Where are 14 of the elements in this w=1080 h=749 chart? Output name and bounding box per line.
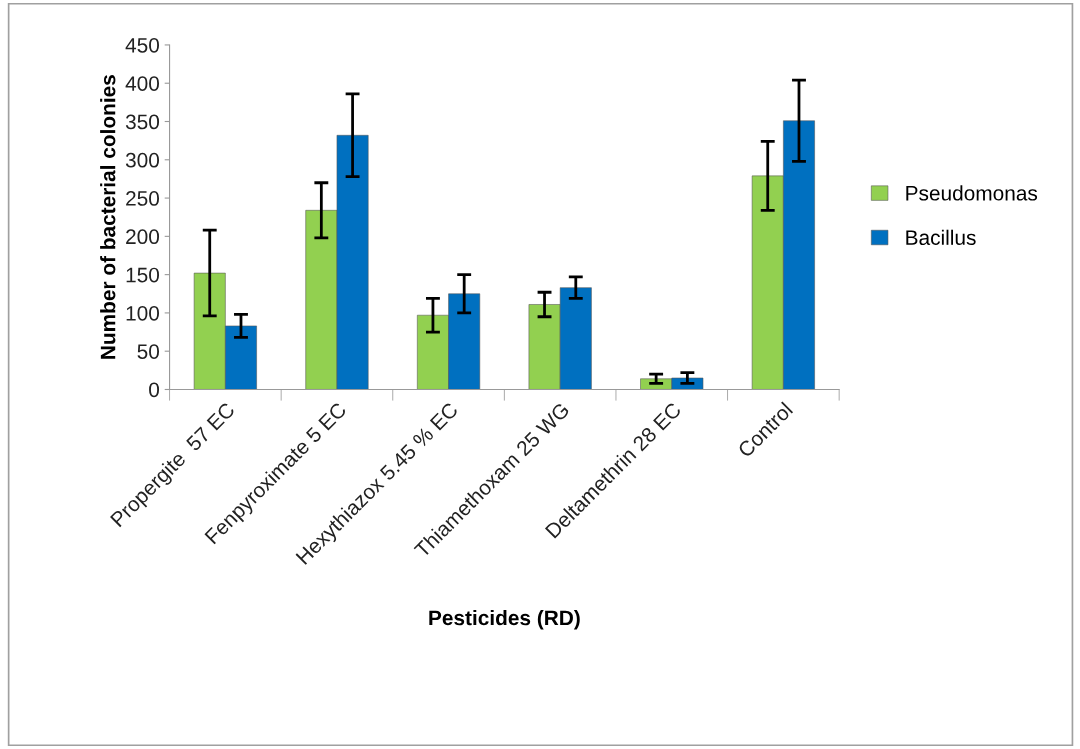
y-tick-label: 100 (126, 305, 160, 321)
legend-label: Bacillus (906, 229, 976, 246)
y-tick-label: 150 (126, 267, 160, 283)
y-tick-label: 350 (125, 114, 160, 130)
x-axis-title: Pesticides (RD) (429, 609, 580, 630)
y-tick-label: 400 (125, 76, 160, 91)
y-tick-label: 0 (149, 382, 160, 398)
y-tick-label: 450 (125, 37, 160, 53)
y-tick-label: 200 (126, 229, 160, 245)
y-tick-label: 50 (137, 344, 160, 359)
legend-label: Pseudomonas (906, 185, 1038, 201)
y-tick-label: 250 (126, 191, 160, 206)
y-axis-title: Number of bacterial colonies (100, 75, 116, 359)
y-tick-label: 300 (125, 152, 160, 168)
